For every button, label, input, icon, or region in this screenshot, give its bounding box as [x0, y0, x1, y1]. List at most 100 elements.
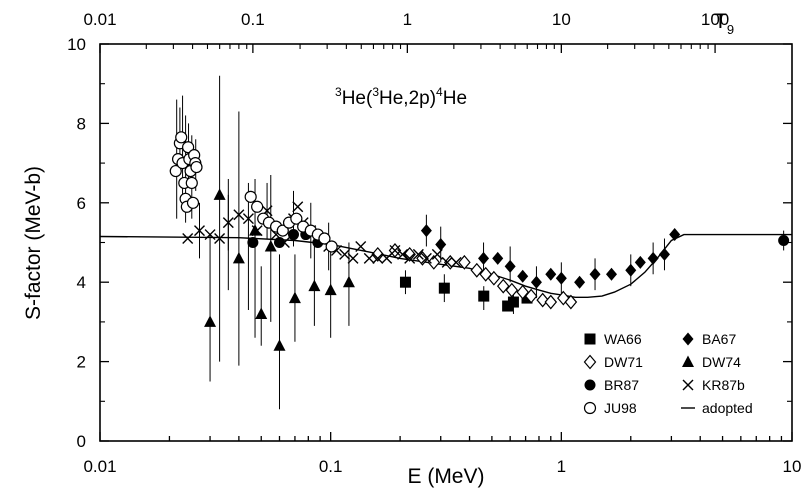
point-ba67 — [634, 255, 646, 269]
point-ba67 — [420, 224, 432, 238]
point-kr87b — [412, 248, 424, 260]
point-dw74 — [249, 224, 262, 236]
top-tick-label: 100 — [701, 10, 729, 29]
point-ba67 — [504, 259, 516, 273]
point-br87 — [778, 235, 790, 247]
legend-label-adopted: adopted — [702, 400, 753, 416]
point-dw74 — [213, 188, 226, 200]
point-ju98 — [190, 160, 203, 174]
point-ju98 — [251, 200, 264, 213]
point-ba67 — [517, 269, 529, 283]
point-wa66 — [438, 282, 450, 294]
legend-symbol-wa66 — [584, 333, 596, 345]
point-ba67 — [605, 267, 617, 281]
point-dw71 — [427, 254, 441, 270]
x-tick-label: 0.1 — [319, 457, 343, 476]
legend-symbol-ju98 — [583, 401, 597, 415]
point-dw71 — [487, 270, 501, 286]
point-ju98 — [185, 176, 198, 190]
point-kr87b — [372, 252, 384, 264]
point-kr87b — [347, 252, 359, 264]
point-dw74 — [308, 279, 321, 292]
legend-label-dw71: DW71 — [604, 354, 643, 370]
legend-label-dw74: DW74 — [702, 354, 741, 370]
point-ju98 — [186, 196, 200, 209]
x-tick-label: 10 — [783, 457, 802, 476]
point-kr87b — [242, 213, 254, 225]
legend-symbol-ba67 — [682, 332, 694, 346]
point-ba67 — [658, 247, 670, 261]
point-dw71 — [524, 288, 538, 304]
point-ju98 — [244, 190, 257, 203]
point-kr87b — [404, 252, 416, 264]
point-dw71 — [470, 262, 484, 278]
point-ju98 — [182, 141, 195, 154]
point-dw71 — [496, 278, 510, 294]
point-dw71 — [536, 292, 549, 308]
point-wa66 — [399, 276, 411, 288]
point-dw71 — [564, 294, 578, 310]
point-kr87b — [278, 237, 290, 248]
point-wa66 — [478, 290, 490, 302]
point-kr87b — [194, 225, 205, 237]
point-kr87b — [420, 252, 432, 264]
legend-label-kr87b: KR87b — [702, 377, 745, 393]
legend-symbol-dw71 — [583, 354, 597, 370]
point-kr87b — [441, 256, 453, 268]
point-ju98 — [290, 212, 303, 225]
x-tick-label: 1 — [557, 457, 566, 476]
y-tick-label: 6 — [77, 194, 86, 213]
point-br87 — [247, 237, 259, 248]
point-dw71 — [544, 294, 558, 310]
point-kr87b — [339, 248, 351, 260]
point-ju98 — [169, 164, 182, 178]
top-tick-label: 1 — [403, 10, 412, 29]
point-ba67 — [647, 251, 659, 265]
point-dw71 — [403, 246, 416, 262]
chart-title: 3He(3He,2p)4He — [335, 85, 467, 109]
point-kr87b — [233, 209, 245, 221]
point-ju98 — [325, 240, 338, 253]
point-kr87b — [355, 240, 367, 252]
point-kr87b — [251, 225, 263, 237]
legend-symbol-kr87b — [682, 379, 694, 391]
point-br87 — [287, 229, 299, 241]
point-dw74 — [232, 251, 245, 264]
point-kr87b — [182, 233, 194, 245]
point-dw71 — [458, 254, 471, 270]
plot-frame — [99, 43, 793, 442]
point-wa66 — [502, 300, 514, 312]
point-dw74 — [255, 307, 268, 319]
point-kr87b — [389, 244, 401, 256]
point-dw74 — [288, 291, 301, 304]
point-ju98 — [175, 131, 188, 144]
point-ba67 — [545, 267, 557, 281]
point-dw74 — [264, 239, 277, 252]
point-ba67 — [555, 271, 567, 285]
top-axis-label: T9 — [714, 10, 734, 37]
point-ju98 — [276, 224, 289, 237]
point-kr87b — [292, 201, 304, 213]
point-dw74 — [273, 339, 286, 351]
legend-symbol-br87 — [584, 379, 596, 391]
point-dw71 — [505, 282, 519, 298]
point-ba67 — [574, 275, 586, 289]
legend-label-wa66: WA66 — [604, 331, 642, 347]
legend-label-ba67: BA67 — [702, 331, 736, 347]
point-kr87b — [204, 229, 216, 241]
point-dw74 — [324, 283, 337, 296]
point-ba67 — [589, 267, 601, 281]
top-tick-label: 0.01 — [83, 10, 116, 29]
point-ba67 — [478, 251, 490, 265]
point-ba67 — [435, 237, 447, 251]
point-ba67 — [669, 228, 681, 242]
y-tick-label: 4 — [77, 273, 86, 292]
legend-symbol-dw74 — [682, 355, 694, 367]
point-ju98 — [318, 232, 331, 245]
point-dw71 — [371, 246, 385, 262]
y-tick-label: 2 — [77, 353, 86, 372]
svg-text:T9: T9 — [714, 10, 734, 37]
point-kr87b — [222, 217, 234, 229]
y-tick-label: 0 — [77, 432, 86, 451]
